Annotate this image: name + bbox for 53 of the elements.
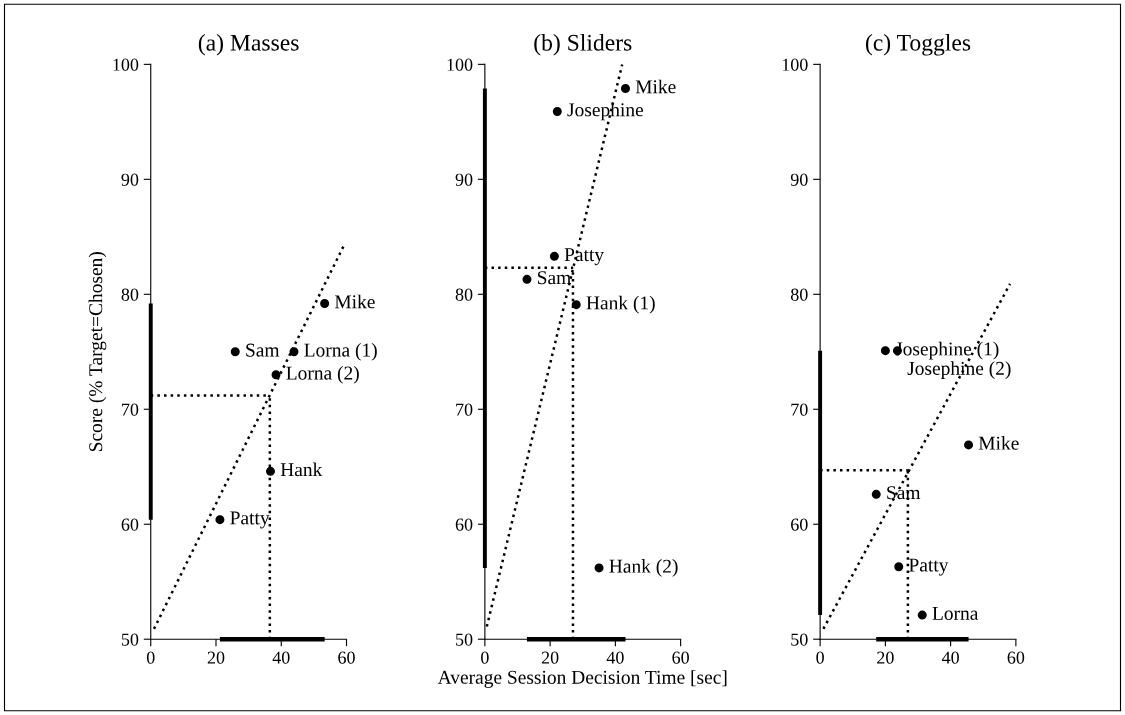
y-tick-label: 70 — [456, 403, 473, 416]
y-tick-label: 50 — [791, 633, 808, 646]
x-tick-label: 20 — [207, 651, 225, 664]
y-tick-label: 50 — [456, 633, 473, 646]
annotation: Lorna (1) — [304, 342, 377, 361]
annotation: Mike — [978, 436, 1019, 450]
annotation: Hank — [280, 462, 323, 477]
annotation: Sam — [246, 343, 280, 357]
x-tick-label: 20 — [541, 651, 559, 664]
y-tick-label: 80 — [790, 288, 808, 301]
annotation: Mike — [334, 294, 375, 309]
x-tick-label: 0 — [481, 651, 489, 664]
x-tick-label: 40 — [606, 651, 624, 664]
y-tick-label: 80 — [121, 288, 139, 301]
y-axis-title: Score (% Target=Chosen) — [88, 252, 107, 452]
x-tick-label: 60 — [672, 651, 689, 664]
annotation: Josephine — [567, 102, 644, 121]
y-tick-label: 90 — [790, 173, 808, 186]
annotation: Sam — [887, 486, 921, 500]
x-axis-title: Average Session Decision Time [sec] — [437, 670, 727, 688]
chart-title: (b) Sliders — [534, 34, 632, 56]
annotation: Sam — [537, 271, 571, 285]
x-tick-label: 0 — [146, 651, 155, 664]
x-tick-label: 40 — [941, 651, 959, 664]
annotation: Lorna — [932, 607, 979, 620]
annotation: Josephine (2) — [907, 361, 1011, 379]
y-tick-label: 80 — [455, 288, 473, 301]
y-tick-label: 70 — [791, 403, 808, 416]
y-tick-label: 60 — [791, 518, 808, 531]
y-tick-label: 60 — [121, 518, 139, 531]
annotation: Hank (2) — [609, 559, 678, 577]
y-tick-label: 100 — [782, 58, 808, 71]
annotation: Josephine (1) — [895, 341, 999, 360]
y-tick-label: 60 — [455, 518, 473, 531]
x-tick-label: 0 — [816, 651, 824, 664]
annotation: Patty — [230, 511, 270, 529]
annotation: Mike — [635, 79, 676, 94]
x-tick-label: 60 — [338, 651, 355, 664]
annotation: Patty — [564, 248, 604, 266]
y-tick-label: 100 — [113, 58, 139, 71]
x-tick-label: 60 — [1007, 651, 1025, 664]
y-tick-label: 90 — [121, 173, 139, 186]
x-tick-label: 40 — [272, 651, 290, 664]
chart-title: (c) Toggles — [865, 34, 971, 56]
annotation: Lorna (2) — [286, 365, 359, 384]
y-tick-label: 50 — [121, 633, 139, 646]
chart-title: (a) Masses — [198, 34, 299, 56]
x-tick-label: 20 — [877, 651, 894, 664]
y-tick-label: 100 — [447, 58, 473, 71]
annotation: Patty — [909, 558, 949, 576]
y-tick-label: 70 — [122, 403, 139, 416]
y-tick-label: 90 — [455, 173, 473, 186]
annotation: Hank (1) — [586, 295, 655, 314]
